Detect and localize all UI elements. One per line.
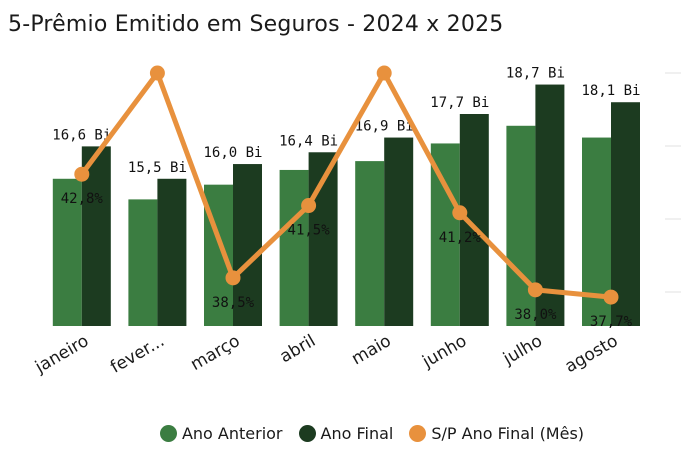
sp-point-1 [149,65,165,81]
bar-value-label-7: 18,1 Bi [581,83,640,99]
sp-value-label-2: 38,5% [212,295,255,311]
legend-item-ano-anterior[interactable]: Ano Anterior [159,424,283,443]
legend-swatch-ano-final [298,425,316,442]
x-tick-label-4: maio [348,331,394,369]
sp-value-label-5: 41,2% [439,230,482,246]
sp-point-3 [301,198,317,214]
sp-value-label-6: 38,0% [514,307,557,323]
bar-ano-anterior-3 [279,169,309,326]
sp-line [79,70,614,300]
bar-value-label-5: 17,7 Bi [430,95,489,111]
bar-value-label-6: 18,7 Bi [506,66,565,82]
bar-ano-final-2 [233,164,262,326]
x-tick-label-1: fever... [107,331,168,378]
bar-value-label-3: 16,4 Bi [279,133,338,149]
x-tick-label-5: junho [418,331,470,373]
bar-ano-anterior-0 [52,178,82,326]
legend: Ano Anterior Ano Final S/P Ano Final (Mê… [24,424,696,443]
legend-item-sp-ano-final[interactable]: S/P Ano Final (Mês) [409,424,584,443]
bar-ano-anterior-1 [128,199,158,326]
x-tick-label-0: janeiro [31,331,92,378]
legend-swatch-ano-anterior [159,425,177,442]
sp-point-6 [527,282,543,298]
sp-value-label-0: 42,8% [61,191,104,207]
bar-value-label-0: 16,6 Bi [52,127,111,143]
bar-value-label-4: 16,9 Bi [355,119,414,135]
legend-label-sp-ano-final: S/P Ano Final (Mês) [431,424,585,443]
x-tick-label-7: agosto [562,331,622,377]
sp-value-label-7: 37,7% [590,314,633,330]
sp-point-2 [225,270,241,286]
bar-ano-final-7 [611,102,640,326]
x-tick-label-2: março [187,331,243,375]
bar-ano-final-4 [384,137,414,326]
bar-ano-final-1 [157,178,187,326]
x-tick-label-6: julho [499,331,546,370]
legend-swatch-sp-ano-final [409,425,427,442]
bar-value-label-2: 16,0 Bi [203,145,262,161]
bar-ano-anterior-5 [430,143,460,326]
bar-value-label-1: 15,5 Bi [128,160,187,176]
sp-point-5 [452,205,468,221]
sp-value-label-3: 41,5% [288,223,331,239]
sp-point-4 [376,65,392,81]
legend-item-ano-final[interactable]: Ano Final [298,424,394,443]
bar-ano-anterior-4 [355,161,385,326]
sp-point-0 [74,166,90,182]
legend-label-ano-final: Ano Final [320,424,394,443]
sp-point-7 [603,289,619,305]
x-tick-label-3: abril [276,331,319,367]
chart-title: 5-Prêmio Emitido em Seguros - 2024 x 202… [8,12,504,37]
legend-label-ano-anterior: Ano Anterior [181,424,283,443]
